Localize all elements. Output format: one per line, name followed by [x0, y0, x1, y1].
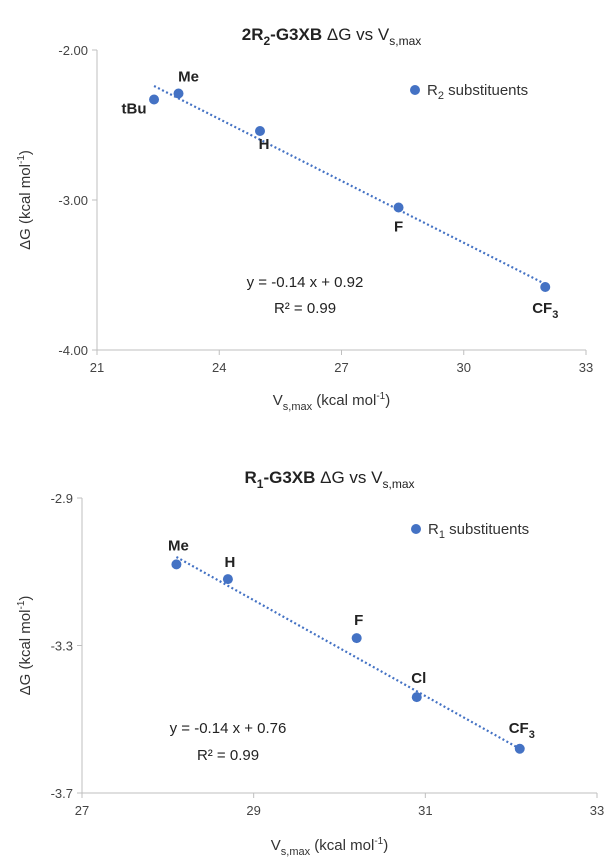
y-axis-label: ΔG (kcal mol-1)	[16, 150, 34, 250]
data-point	[173, 88, 184, 99]
y-tick-label: -4.00	[58, 343, 88, 358]
data-point	[255, 126, 265, 136]
y-axis-label: ΔG (kcal mol-1)	[16, 596, 34, 696]
point-label: Cl	[411, 670, 426, 687]
chart-1: 21 24 27 30 33 -2.00 -3.00 -4.00 2R2-G3XB ΔG vs …	[16, 25, 593, 413]
r-squared: R² = 0.99	[274, 300, 336, 317]
y-tick-label: -2.9	[51, 491, 73, 506]
chart-title: 2R2-G3XB ΔG vs Vs,max	[242, 25, 422, 48]
point-label: H	[224, 554, 235, 571]
trend-equation: y = -0.14 x + 0.92	[247, 274, 364, 291]
legend-marker	[410, 85, 420, 95]
data-point	[222, 574, 233, 585]
data-point	[540, 282, 551, 292]
point-label: CF3	[509, 720, 535, 741]
x-tick-label: 27	[75, 803, 89, 818]
point-label: Me	[168, 537, 189, 554]
data-point	[514, 743, 525, 754]
data-point	[411, 692, 422, 703]
point-label: Me	[178, 69, 199, 86]
x-axis-label: Vs,max (kcal mol-1)	[273, 391, 390, 413]
x-tick-label: 29	[246, 803, 260, 818]
trend-equation: y = -0.14 x + 0.76	[170, 720, 287, 737]
x-tick-label: 21	[90, 360, 104, 375]
y-tick-label: -3.3	[51, 639, 73, 654]
y-tick-label: -3.00	[58, 193, 88, 208]
data-point	[351, 633, 362, 644]
point-label: F	[354, 612, 363, 629]
data-point	[393, 202, 404, 213]
x-tick-label: 33	[579, 360, 593, 375]
y-tick-label: -2.00	[58, 43, 88, 58]
data-point	[149, 94, 160, 105]
x-tick-label: 30	[457, 360, 471, 375]
x-tick-label: 24	[212, 360, 226, 375]
trendline	[153, 85, 546, 285]
chart-2: 27 29 31 33 -2.9 -3.3 -3.7 R1-G3XB ΔG vs Vs,max…	[16, 468, 604, 858]
x-axis-label: Vs,max (kcal mol-1)	[271, 836, 388, 858]
point-label: F	[394, 219, 403, 236]
point-label: H	[259, 136, 270, 153]
legend-marker	[411, 524, 421, 534]
x-tick-label: 27	[334, 360, 348, 375]
x-tick-label: 33	[590, 803, 604, 818]
y-tick-label: -3.7	[51, 786, 73, 801]
chart-title: R1-G3XB ΔG vs Vs,max	[244, 468, 414, 491]
data-point	[171, 559, 182, 570]
legend-label: R2 substituents	[427, 82, 528, 102]
legend-label: R1 substituents	[428, 521, 529, 541]
point-label: CF3	[532, 300, 558, 321]
r-squared: R² = 0.99	[197, 747, 259, 764]
x-tick-label: 31	[418, 803, 432, 818]
point-label: tBu	[122, 101, 147, 118]
